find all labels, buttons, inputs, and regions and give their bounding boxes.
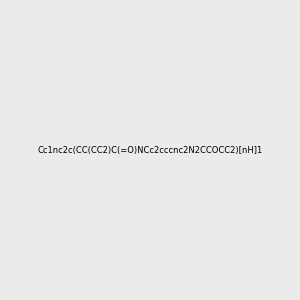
Text: Cc1nc2c(CC(CC2)C(=O)NCc2cccnc2N2CCOCC2)[nH]1: Cc1nc2c(CC(CC2)C(=O)NCc2cccnc2N2CCOCC2)[… [38,146,262,154]
